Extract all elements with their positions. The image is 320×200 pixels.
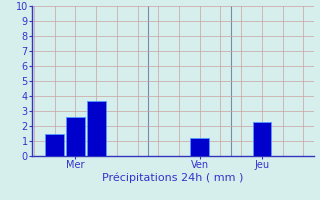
Bar — [252, 121, 271, 156]
Bar — [190, 138, 209, 156]
Bar — [45, 134, 64, 156]
Bar — [66, 117, 85, 156]
X-axis label: Précipitations 24h ( mm ): Précipitations 24h ( mm ) — [102, 173, 244, 183]
Bar — [87, 101, 106, 156]
